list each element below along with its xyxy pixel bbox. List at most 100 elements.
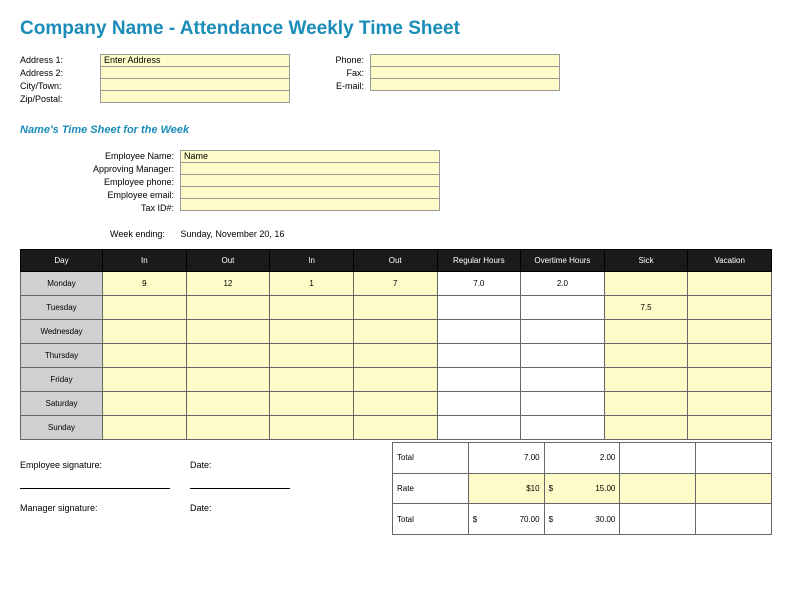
sick-cell[interactable] — [604, 416, 688, 440]
th-vacation: Vacation — [688, 250, 772, 272]
out2-cell[interactable] — [353, 368, 437, 392]
rate-sick[interactable] — [620, 473, 696, 504]
field-zip[interactable] — [100, 90, 290, 103]
total-sick — [620, 443, 696, 474]
in2-cell[interactable] — [270, 344, 354, 368]
label-emp-name: Employee Name: — [20, 150, 174, 163]
day-cell: Wednesday — [21, 320, 103, 344]
rate-row-label: Rate — [393, 473, 469, 504]
label-emp-mgr: Approving Manager: — [20, 163, 174, 176]
field-email[interactable] — [370, 78, 560, 91]
day-cell: Saturday — [21, 392, 103, 416]
rate-vac[interactable] — [696, 473, 772, 504]
emp-signature-line[interactable] — [20, 488, 170, 489]
in1-cell[interactable] — [103, 320, 187, 344]
week-ending: Week ending: Sunday, November 20, 16 — [110, 229, 772, 239]
table-row: Tuesday 7.5 — [21, 296, 772, 320]
table-row: Sunday — [21, 416, 772, 440]
th-in: In — [103, 250, 187, 272]
out1-cell[interactable] — [186, 320, 270, 344]
out2-cell[interactable] — [353, 296, 437, 320]
label-zip: Zip/Postal: — [20, 93, 100, 106]
th-out: Out — [186, 250, 270, 272]
grand-row-label: Total — [393, 504, 469, 535]
sick-cell[interactable] — [604, 320, 688, 344]
in2-cell[interactable] — [270, 320, 354, 344]
label-email: E-mail: — [310, 80, 364, 93]
label-fax: Fax: — [310, 67, 364, 80]
in2-cell[interactable] — [270, 296, 354, 320]
subtitle: Name's Time Sheet for the Week — [20, 124, 772, 136]
day-cell: Friday — [21, 368, 103, 392]
rate-ot[interactable]: $15.00 — [544, 473, 620, 504]
ot-cell — [521, 296, 605, 320]
company-info-block: Address 1: Address 2: City/Town: Zip/Pos… — [20, 54, 772, 106]
vac-cell[interactable] — [688, 416, 772, 440]
in2-cell[interactable]: 1 — [270, 272, 354, 296]
label-emp-phone: Employee phone: — [20, 176, 174, 189]
in2-cell[interactable] — [270, 392, 354, 416]
sick-cell[interactable] — [604, 272, 688, 296]
sick-cell[interactable] — [604, 368, 688, 392]
out2-cell[interactable] — [353, 416, 437, 440]
ot-cell — [521, 344, 605, 368]
reg-cell — [437, 344, 521, 368]
out1-cell[interactable] — [186, 368, 270, 392]
day-cell: Sunday — [21, 416, 103, 440]
total-ot: 2.00 — [544, 443, 620, 474]
vac-cell[interactable] — [688, 296, 772, 320]
total-vac — [696, 443, 772, 474]
out2-cell[interactable] — [353, 320, 437, 344]
label-city: City/Town: — [20, 80, 100, 93]
day-cell: Thursday — [21, 344, 103, 368]
in1-cell[interactable] — [103, 392, 187, 416]
out1-cell[interactable] — [186, 416, 270, 440]
in1-cell[interactable] — [103, 344, 187, 368]
out1-cell[interactable] — [186, 392, 270, 416]
in2-cell[interactable] — [270, 368, 354, 392]
out1-cell[interactable] — [186, 296, 270, 320]
in1-cell[interactable] — [103, 368, 187, 392]
ot-cell: 2.0 — [521, 272, 605, 296]
out2-cell[interactable]: 7 — [353, 272, 437, 296]
in1-cell[interactable] — [103, 416, 187, 440]
table-row: Saturday — [21, 392, 772, 416]
table-row: Monday912177.02.0 — [21, 272, 772, 296]
grand-sick — [620, 504, 696, 535]
rate-reg[interactable]: $10 — [468, 473, 544, 504]
vac-cell[interactable] — [688, 344, 772, 368]
table-row: Friday — [21, 368, 772, 392]
th-day: Day — [21, 250, 103, 272]
day-cell: Tuesday — [21, 296, 103, 320]
field-emp-tax[interactable] — [180, 198, 440, 211]
emp-date-line[interactable] — [190, 488, 290, 489]
ot-cell — [521, 368, 605, 392]
vac-cell[interactable] — [688, 368, 772, 392]
vac-cell[interactable] — [688, 320, 772, 344]
vac-cell[interactable] — [688, 272, 772, 296]
th-overtime-hours: Overtime Hours — [521, 250, 605, 272]
vac-cell[interactable] — [688, 392, 772, 416]
mgr-signature-label: Manager signature: — [20, 503, 190, 513]
out1-cell[interactable] — [186, 344, 270, 368]
total-reg: 7.00 — [468, 443, 544, 474]
table-row: Wednesday — [21, 320, 772, 344]
in1-cell[interactable] — [103, 296, 187, 320]
week-ending-label: Week ending: — [110, 229, 178, 239]
out2-cell[interactable] — [353, 344, 437, 368]
th-out: Out — [353, 250, 437, 272]
th-in: In — [270, 250, 354, 272]
reg-cell — [437, 296, 521, 320]
out1-cell[interactable]: 12 — [186, 272, 270, 296]
in2-cell[interactable] — [270, 416, 354, 440]
out2-cell[interactable] — [353, 392, 437, 416]
sick-cell[interactable] — [604, 392, 688, 416]
grand-reg: $70.00 — [468, 504, 544, 535]
sick-cell[interactable]: 7.5 — [604, 296, 688, 320]
th-regular-hours: Regular Hours — [437, 250, 521, 272]
reg-cell — [437, 320, 521, 344]
employee-block: Employee Name: Approving Manager: Employ… — [20, 150, 772, 215]
sick-cell[interactable] — [604, 344, 688, 368]
in1-cell[interactable]: 9 — [103, 272, 187, 296]
timesheet-table: DayInOutInOutRegular HoursOvertime Hours… — [20, 249, 772, 440]
